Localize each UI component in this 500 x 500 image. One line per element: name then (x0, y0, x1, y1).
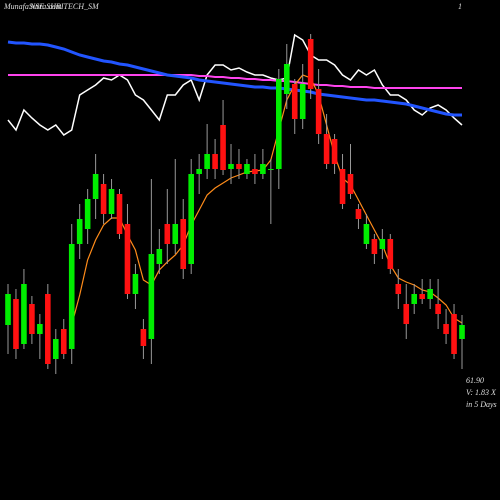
candle-body (451, 314, 457, 354)
candle-body (276, 79, 282, 169)
candle-body (21, 284, 27, 344)
corner-label: 1 (458, 2, 462, 11)
plot (5, 33, 465, 374)
candle-body (411, 294, 418, 304)
candle-body (76, 219, 83, 244)
candle-body (260, 164, 266, 174)
candle-body (395, 284, 402, 294)
candle-body (291, 84, 298, 119)
candle-body (45, 294, 51, 364)
chart-title: NSE SHRITECH_SM (29, 2, 100, 11)
candle-body (84, 199, 91, 229)
indicator-line (71, 74, 463, 326)
candle-body (307, 39, 314, 89)
candle-body (403, 304, 410, 324)
candle-body (212, 154, 218, 169)
candle-body (37, 324, 43, 334)
candle-body (228, 164, 234, 169)
candle-body (92, 174, 99, 199)
candle-body (204, 154, 210, 169)
candle-body (283, 64, 290, 94)
candle-body (5, 294, 11, 325)
candle-body (363, 224, 370, 244)
candle-body (419, 294, 425, 299)
candle-body (52, 339, 59, 359)
candle-body (236, 164, 242, 169)
indicator-line (7, 33, 463, 136)
candle-body (244, 164, 250, 174)
candle-body (299, 84, 306, 119)
candle-body (196, 169, 202, 174)
candle-body (140, 329, 147, 346)
candle-body (164, 224, 171, 244)
candle-body (132, 274, 139, 294)
indicator-line (8, 74, 462, 89)
candle-body (427, 289, 433, 299)
candle-body (315, 89, 322, 134)
info-price: 61.90 (466, 376, 484, 385)
candle-body (29, 304, 35, 334)
candle-body (148, 254, 155, 339)
candle-body (355, 209, 362, 219)
candle-body (347, 174, 354, 194)
candle-body (443, 324, 449, 334)
candle-body (379, 239, 386, 249)
candle-body (268, 169, 274, 170)
candle-body (371, 239, 378, 254)
candle-body (180, 219, 187, 269)
candle-body (13, 299, 19, 349)
candle-body (252, 169, 258, 174)
candle-body (100, 184, 107, 214)
candle-body (124, 224, 131, 294)
candle-body (108, 189, 115, 214)
candle-body (68, 244, 75, 349)
info-volume: V: 1.83 X (466, 388, 497, 397)
candle-body (116, 194, 123, 234)
candle-body (323, 134, 330, 164)
candle-body (172, 224, 179, 244)
candle-body (60, 329, 67, 354)
candle-body (188, 174, 194, 264)
watermark: MunafaSutra.com (3, 2, 62, 11)
candle-body (339, 169, 346, 204)
candle-body (331, 139, 338, 164)
candle-body (220, 125, 226, 170)
indicator-line (7, 40, 462, 117)
candle-body (156, 249, 163, 264)
candle-body (435, 304, 441, 314)
candle-body (459, 325, 465, 339)
candle-body (387, 239, 394, 269)
info-period: in 5 Days (466, 400, 497, 409)
